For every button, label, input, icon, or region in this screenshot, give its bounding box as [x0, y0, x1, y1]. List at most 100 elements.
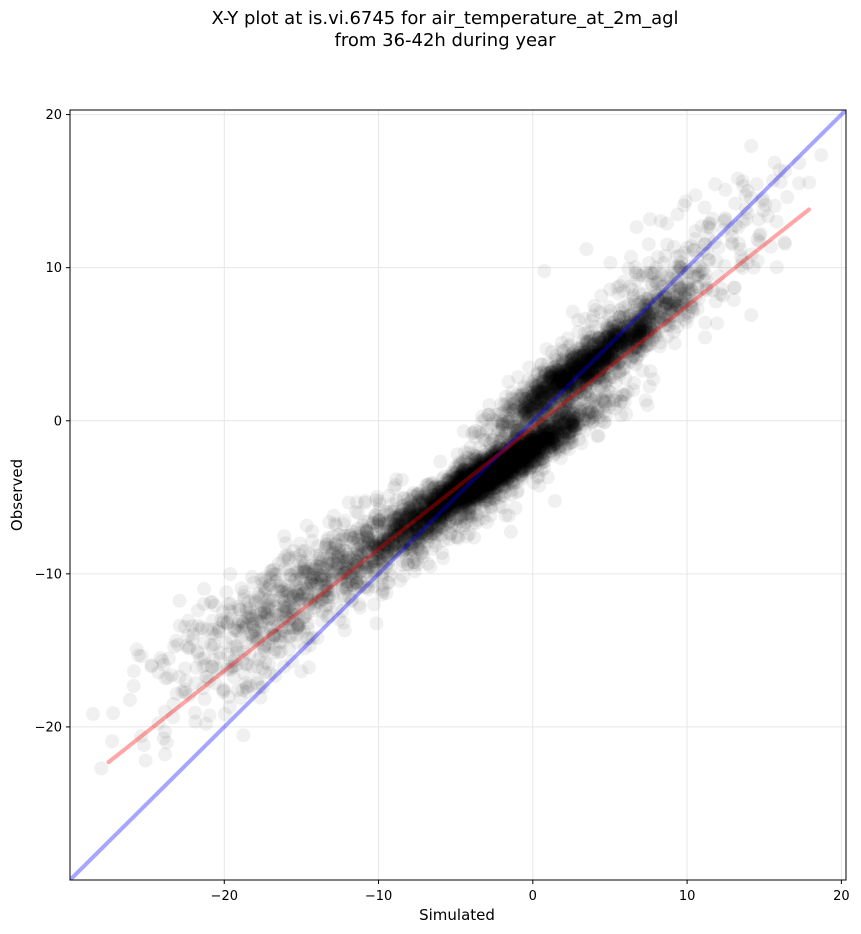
scatter-point: [460, 479, 475, 494]
scatter-point: [481, 463, 496, 478]
scatter-point: [508, 442, 523, 457]
scatter-point: [441, 474, 456, 489]
scatter-point: [513, 442, 528, 456]
scatter-point: [439, 494, 454, 509]
scatter-point: [460, 463, 475, 478]
scatter-point: [494, 455, 509, 469]
scatter-point: [498, 441, 513, 456]
scatter-point: [481, 472, 496, 487]
scatter-point: [479, 464, 494, 479]
scatter-point: [572, 421, 587, 436]
scatter-point: [537, 429, 551, 444]
scatter-point: [537, 428, 552, 443]
scatter-point: [436, 484, 450, 499]
scatter-point: [449, 479, 464, 494]
scatter-point: [526, 442, 541, 457]
scatter-point: [498, 458, 513, 473]
scatter-point: [530, 436, 545, 451]
scatter-point: [477, 468, 492, 483]
scatter-point: [503, 442, 518, 457]
scatter-point: [479, 453, 494, 468]
scatter-point: [496, 448, 511, 463]
scatter-point: [380, 543, 395, 558]
scatter-point: [408, 522, 423, 537]
scatter-point: [441, 497, 456, 512]
scatter-point: [428, 493, 443, 508]
scatter-point: [462, 491, 477, 506]
scatter-point: [474, 457, 489, 472]
scatter-point: [489, 467, 504, 482]
scatter-point: [421, 523, 436, 538]
scatter-point: [462, 476, 477, 491]
scatter-point: [482, 467, 497, 482]
scatter-point: [613, 394, 628, 409]
scatter-point: [426, 512, 441, 527]
scatter-point: [464, 507, 479, 522]
scatter-point: [518, 439, 533, 454]
scatter-point: [518, 437, 532, 452]
scatter-point: [483, 475, 497, 490]
scatter-point: [568, 411, 583, 426]
scatter-point: [486, 465, 501, 480]
scatter-point: [535, 429, 550, 443]
scatter-point: [458, 484, 473, 499]
scatter-point: [530, 448, 545, 463]
scatter-point: [455, 485, 470, 500]
scatter-point: [525, 445, 540, 460]
scatter-point: [427, 496, 442, 511]
scatter-point: [468, 474, 483, 489]
scatter-point: [505, 475, 520, 490]
scatter-point: [403, 537, 418, 552]
scatter-point: [500, 472, 515, 487]
scatter-point: [428, 487, 442, 502]
scatter-point: [449, 470, 463, 485]
scatter-point: [407, 515, 422, 530]
scatter-point: [464, 482, 479, 497]
scatter-point: [406, 519, 421, 534]
scatter-point: [419, 522, 434, 537]
scatter-point: [483, 468, 498, 482]
scatter-point: [589, 389, 604, 404]
scatter-point: [551, 421, 566, 436]
scatter-point: [533, 439, 548, 454]
scatter-point: [451, 477, 466, 492]
scatter-point: [531, 444, 546, 458]
scatter-point: [471, 488, 486, 503]
scatter-point: [451, 482, 466, 497]
scatter-point: [478, 486, 493, 501]
scatter-point: [521, 463, 536, 478]
scatter-point: [577, 404, 592, 419]
scatter-point: [437, 494, 452, 509]
scatter-point: [464, 467, 479, 481]
scatter-point: [506, 462, 521, 477]
scatter-point: [435, 508, 450, 523]
scatter-point: [473, 489, 488, 504]
scatter-point: [444, 504, 459, 519]
scatter-point: [400, 511, 415, 526]
scatter-point: [464, 467, 479, 482]
scatter-point: [491, 464, 506, 478]
scatter-point: [530, 425, 545, 440]
scatter-point: [444, 492, 459, 507]
scatter-point: [443, 502, 458, 517]
scatter-point: [448, 474, 463, 489]
scatter-point: [545, 430, 560, 445]
scatter-point: [411, 513, 425, 528]
scatter-point: [463, 479, 478, 494]
scatter-point: [468, 492, 483, 507]
scatter-point: [498, 448, 513, 463]
scatter-point: [432, 522, 446, 536]
scatter-point: [459, 491, 474, 506]
scatter-point: [386, 534, 401, 549]
scatter-point: [476, 445, 491, 460]
scatter-point: [468, 469, 483, 484]
scatter-point: [579, 384, 594, 399]
scatter-point: [584, 410, 599, 425]
scatter-point: [464, 479, 479, 494]
scatter-point: [421, 489, 436, 504]
scatter-point: [472, 481, 487, 496]
scatter-point: [435, 496, 450, 511]
scatter-point: [417, 497, 432, 512]
scatter-point: [615, 388, 630, 403]
scatter-point: [493, 457, 508, 472]
